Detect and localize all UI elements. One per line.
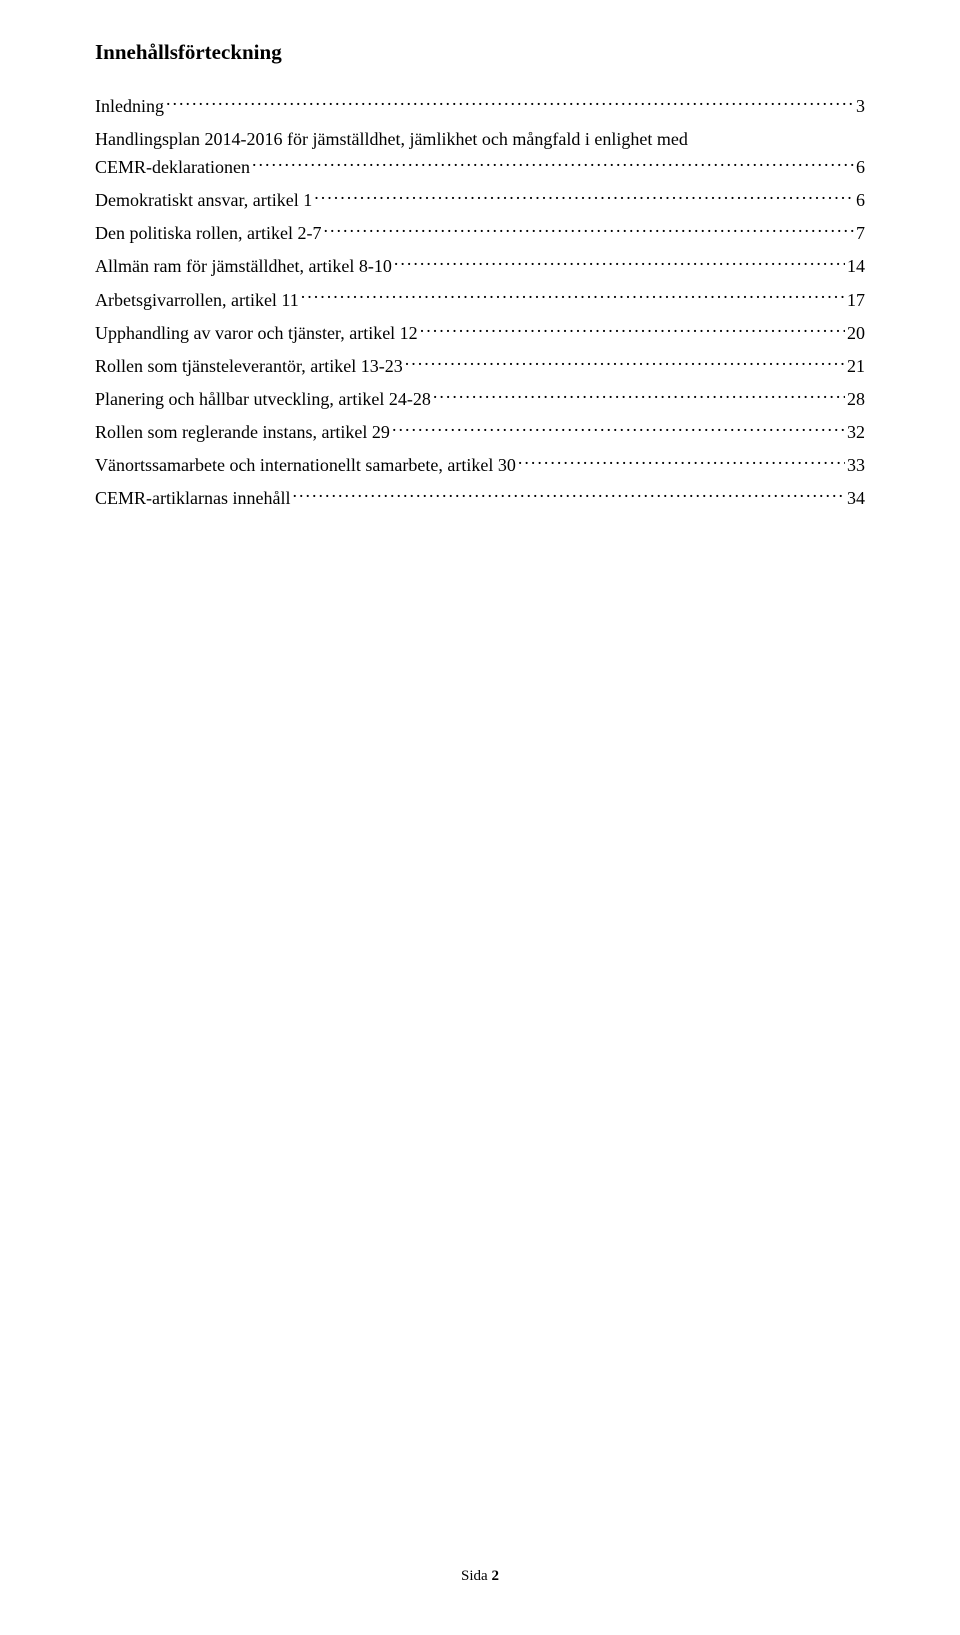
document-page: Innehållsförteckning Inledning 3 Handlin… [0,0,960,1635]
toc-leader-dots [292,486,845,504]
toc-leader-dots [301,288,845,306]
toc-label: Vänortssamarbete och internationellt sam… [95,452,516,478]
toc-entry: CEMR-artiklarnas innehåll 34 [95,485,865,511]
toc-entry: Den politiska rollen, artikel 2-7 7 [95,220,865,246]
toc-label: Rollen som reglerande instans, artikel 2… [95,419,390,445]
toc-leader-dots [405,354,845,372]
toc-entry: Demokratiskt ansvar, artikel 1 6 [95,187,865,213]
toc-label: Rollen som tjänsteleverantör, artikel 13… [95,353,403,379]
toc-title: Innehållsförteckning [95,40,865,65]
toc-page-number: 21 [847,353,865,379]
toc-entry: Planering och hållbar utveckling, artike… [95,386,865,412]
toc-entry: Handlingsplan 2014-2016 för jämställdhet… [95,126,865,152]
toc-list: Inledning 3 Handlingsplan 2014-2016 för … [95,93,865,511]
toc-entry: Arbetsgivarrollen, artikel 11 17 [95,287,865,313]
toc-page-number: 20 [847,320,865,346]
toc-leader-dots [252,155,854,173]
toc-page-number: 3 [856,93,865,119]
toc-page-number: 7 [856,220,865,246]
toc-leader-dots [323,221,854,239]
toc-label: Inledning [95,93,164,119]
toc-leader-dots [392,420,845,438]
toc-entry: Rollen som tjänsteleverantör, artikel 13… [95,353,865,379]
toc-page-number: 32 [847,419,865,445]
toc-leader-dots [433,387,845,405]
footer-page-number: 2 [491,1568,499,1584]
toc-label: Handlingsplan 2014-2016 för jämställdhet… [95,126,688,152]
toc-label: Arbetsgivarrollen, artikel 11 [95,287,299,313]
toc-leader-dots [394,254,845,272]
toc-entry: Allmän ram för jämställdhet, artikel 8-1… [95,253,865,279]
toc-entry: CEMR-deklarationen 6 [95,154,865,180]
toc-page-number: 33 [847,452,865,478]
toc-entry: Rollen som reglerande instans, artikel 2… [95,419,865,445]
toc-page-number: 6 [856,187,865,213]
toc-entry: Vänortssamarbete och internationellt sam… [95,452,865,478]
toc-leader-dots [314,188,854,206]
toc-page-number: 17 [847,287,865,313]
toc-label: Demokratiskt ansvar, artikel 1 [95,187,312,213]
toc-label: Den politiska rollen, artikel 2-7 [95,220,321,246]
toc-label: Allmän ram för jämställdhet, artikel 8-1… [95,253,392,279]
toc-label: CEMR-deklarationen [95,154,250,180]
toc-label: Planering och hållbar utveckling, artike… [95,386,431,412]
toc-page-number: 14 [847,253,865,279]
toc-leader-dots [518,453,845,471]
toc-entry: Upphandling av varor och tjänster, artik… [95,320,865,346]
footer-label: Sida [461,1568,488,1584]
toc-entry: Inledning 3 [95,93,865,119]
toc-page-number: 34 [847,485,865,511]
toc-leader-dots [166,94,854,112]
toc-page-number: 28 [847,386,865,412]
toc-label: CEMR-artiklarnas innehåll [95,485,290,511]
page-footer: Sida 2 [0,1568,960,1585]
toc-leader-dots [420,321,845,339]
toc-page-number: 6 [856,154,865,180]
toc-label: Upphandling av varor och tjänster, artik… [95,320,418,346]
